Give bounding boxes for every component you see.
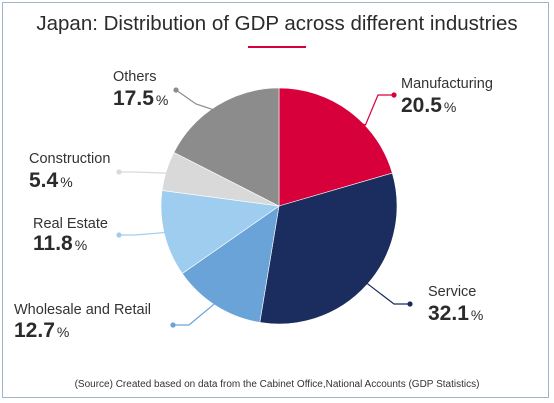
source-note: (Source) Created based on data from the … [74, 379, 480, 390]
pie-slice-real-estate [160, 190, 280, 274]
leader-line-wholesale-and-retail [173, 298, 221, 326]
slice-value-manufacturing: 20.5% [401, 94, 456, 117]
slice-unit-service: % [471, 307, 483, 323]
title-underline [248, 46, 306, 48]
slice-label-service: Service [428, 284, 476, 300]
leader-line-service [360, 278, 410, 305]
slice-label-others: Others [113, 69, 157, 85]
leader-dot-wholesale-and-retail [170, 322, 176, 328]
pie-slice-others [173, 87, 280, 207]
leader-line-others [175, 89, 222, 114]
slice-unit-construction: % [60, 174, 72, 190]
slice-unit-wholesale-and-retail: % [57, 324, 69, 340]
slice-value-others: 17.5% [113, 87, 168, 110]
leader-line-manufacturing [344, 94, 394, 126]
leader-dot-others [173, 87, 179, 93]
pie-slice-manufacturing [278, 87, 393, 207]
slice-label-real-estate: Real Estate [33, 216, 108, 232]
slice-unit-manufacturing: % [444, 99, 456, 115]
leader-line-construction [119, 171, 175, 175]
slice-value-service: 32.1% [428, 302, 483, 325]
leader-dot-manufacturing [391, 92, 397, 98]
leader-dot-real-estate [116, 232, 122, 238]
slice-value-wholesale-and-retail: 12.7% [14, 319, 69, 342]
pie-slice-wholesale-and-retail [181, 205, 280, 323]
leader-dot-service [407, 301, 413, 307]
slice-value-real-estate: 11.8% [33, 232, 87, 255]
slice-label-wholesale-and-retail: Wholesale and Retail [14, 302, 151, 318]
chart-title: Japan: Distribution of GDP across differ… [36, 12, 518, 35]
slice-label-manufacturing: Manufacturing [401, 76, 493, 92]
slice-unit-others: % [156, 92, 168, 108]
slice-label-construction: Construction [29, 151, 110, 167]
leader-line-real-estate [119, 231, 173, 236]
leader-dot-construction [116, 169, 122, 175]
slice-unit-real-estate: % [75, 237, 87, 253]
slice-value-construction: 5.4% [29, 169, 73, 192]
